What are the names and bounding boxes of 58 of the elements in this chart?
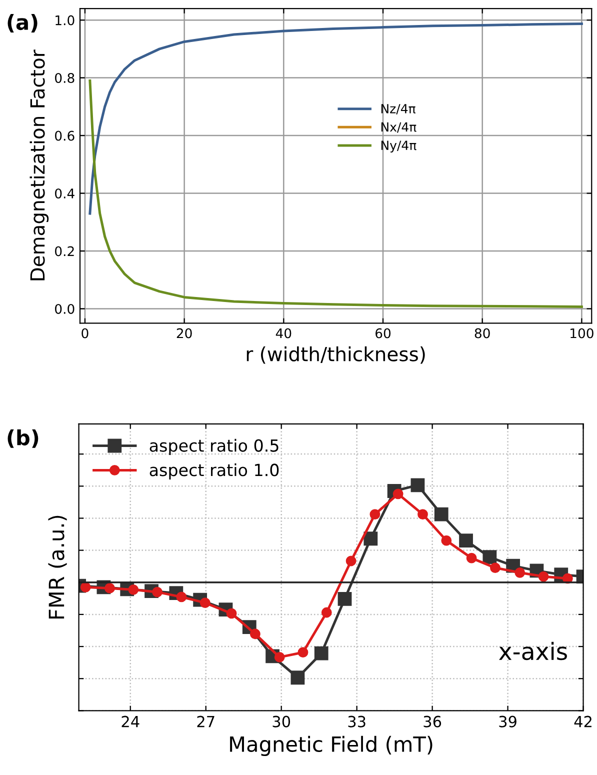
point	[226, 608, 237, 619]
point	[250, 628, 260, 640]
point	[128, 584, 139, 595]
x-axis-title: Magnetic Field (mT)	[230, 736, 432, 756]
point	[80, 582, 91, 592]
legend-label: Nx/4π	[381, 122, 416, 133]
point	[482, 550, 497, 564]
text: (a)	[8, 14, 38, 33]
x-axis-title: r (width/thickness)	[246, 346, 425, 364]
point	[410, 478, 425, 492]
point	[538, 571, 549, 582]
point	[434, 507, 448, 522]
x-tick-label: 36	[424, 716, 442, 728]
line-series	[88, 79, 583, 308]
point	[418, 509, 428, 520]
x-tick-label: 80	[474, 328, 490, 338]
point	[314, 646, 328, 660]
y-tick-label: 0.4	[55, 188, 74, 198]
point	[441, 535, 452, 546]
y-tick-label: 0.0	[55, 304, 74, 314]
point	[459, 534, 473, 548]
y-tick-label: 0.2	[55, 246, 74, 256]
legend-label: aspect ratio 1.0	[150, 463, 279, 480]
point	[338, 592, 352, 606]
point	[490, 562, 500, 573]
x-tick-label: 60	[376, 328, 391, 338]
legend-label: Nz/4π	[381, 104, 416, 114]
point	[152, 586, 163, 598]
point	[274, 652, 285, 662]
text: (b)	[8, 429, 38, 448]
point	[104, 582, 115, 594]
point	[370, 509, 380, 520]
y-tick-label: 1.0	[56, 15, 74, 26]
x-tick-label: 20	[176, 328, 192, 338]
line-series	[88, 22, 583, 215]
x-tick-label: 42	[574, 716, 592, 728]
point	[321, 607, 332, 618]
x-tick-label: 100	[570, 328, 594, 338]
legend-label: aspect ratio 0.5	[150, 438, 278, 456]
point	[364, 532, 378, 546]
point	[290, 670, 305, 685]
y-axis-title: Demagnetization Factor	[30, 50, 49, 280]
x-tick-label: 24	[122, 716, 140, 728]
y-tick-label: 0.8	[55, 73, 74, 84]
x-tick-label: 27	[197, 716, 214, 728]
point	[514, 567, 526, 578]
x-tick-label: 39	[499, 716, 516, 728]
y-tick-label: 0.6	[55, 130, 74, 141]
point	[346, 556, 356, 566]
annotation: x-axis	[499, 642, 567, 660]
point	[298, 647, 308, 658]
y-axis-title: FMR (a.u.)	[48, 516, 67, 619]
point	[466, 552, 477, 564]
x-tick-label: 33	[348, 716, 366, 728]
legend-label: Ny/4π	[381, 140, 416, 152]
x-tick-label: 30	[272, 716, 290, 728]
x-tick-label: 0	[82, 328, 88, 338]
x-tick-label: 40	[276, 328, 292, 338]
